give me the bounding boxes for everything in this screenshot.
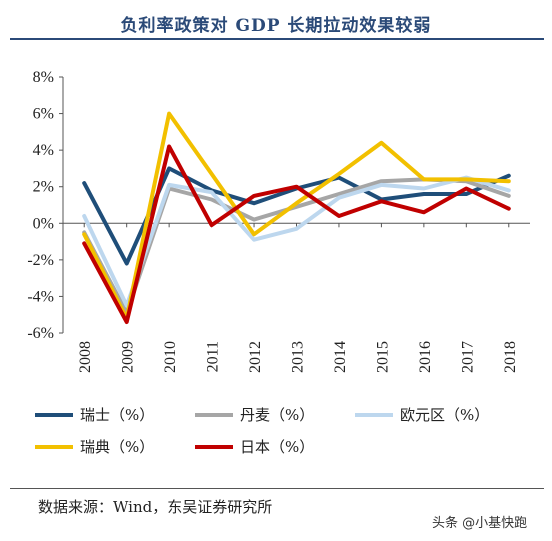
- x-tick-label: 2011: [205, 341, 222, 372]
- x-tick-label: 2017: [459, 341, 476, 373]
- y-tick-label: -4%: [27, 288, 54, 305]
- y-tick-label: 8%: [33, 69, 54, 86]
- x-tick-label: 2014: [332, 341, 349, 373]
- line-chart: -6% -4% -2% 0% 2% 4% 6% 8% 2008 2009 2010 2011 2012 2…: [27, 69, 530, 456]
- x-tick-label: 2008: [77, 341, 94, 373]
- y-tick-label: -6%: [27, 325, 54, 342]
- legend-label: 瑞士（%）: [80, 406, 154, 424]
- legend-label: 日本（%）: [240, 438, 314, 456]
- series-layer: [82, 111, 511, 324]
- x-tick-label: 2015: [374, 341, 391, 373]
- chart-axes: -6% -4% -2% 0% 2% 4% 6% 8% 2008 2009 2010 2011 2012 2…: [27, 69, 530, 373]
- x-tick-label: 2016: [417, 341, 434, 373]
- bottom-divider: [10, 488, 544, 489]
- x-tick-label: 2013: [290, 341, 307, 373]
- series-line: [82, 144, 511, 324]
- y-tick-label: 6%: [33, 106, 54, 123]
- watermark: 头条 @小基快跑: [432, 516, 528, 531]
- chart-title: 负利率政策对 GDP 长期拉动效果较弱: [120, 16, 432, 36]
- series-line: [82, 111, 511, 321]
- y-tick-label: 4%: [33, 142, 54, 159]
- y-tick-label: 2%: [33, 179, 54, 196]
- x-tick-label: 2010: [162, 341, 179, 373]
- y-tick-label: -2%: [27, 252, 54, 269]
- data-source-note: 数据来源：Wind，东吴证券研究所: [38, 498, 273, 516]
- series-line: [82, 175, 511, 308]
- x-tick-label: 2012: [247, 341, 264, 373]
- chart-legend: 瑞士（%） 丹麦（%） 欧元区（%） 瑞典（%） 日本（%）: [35, 406, 489, 456]
- legend-label: 瑞典（%）: [80, 438, 154, 456]
- legend-label: 丹麦（%）: [240, 406, 314, 424]
- x-tick-label: 2009: [120, 341, 137, 373]
- legend-label: 欧元区（%）: [400, 406, 489, 424]
- y-tick-label: 0%: [33, 215, 54, 232]
- top-divider: [10, 38, 544, 40]
- x-tick-label: 2018: [502, 341, 519, 373]
